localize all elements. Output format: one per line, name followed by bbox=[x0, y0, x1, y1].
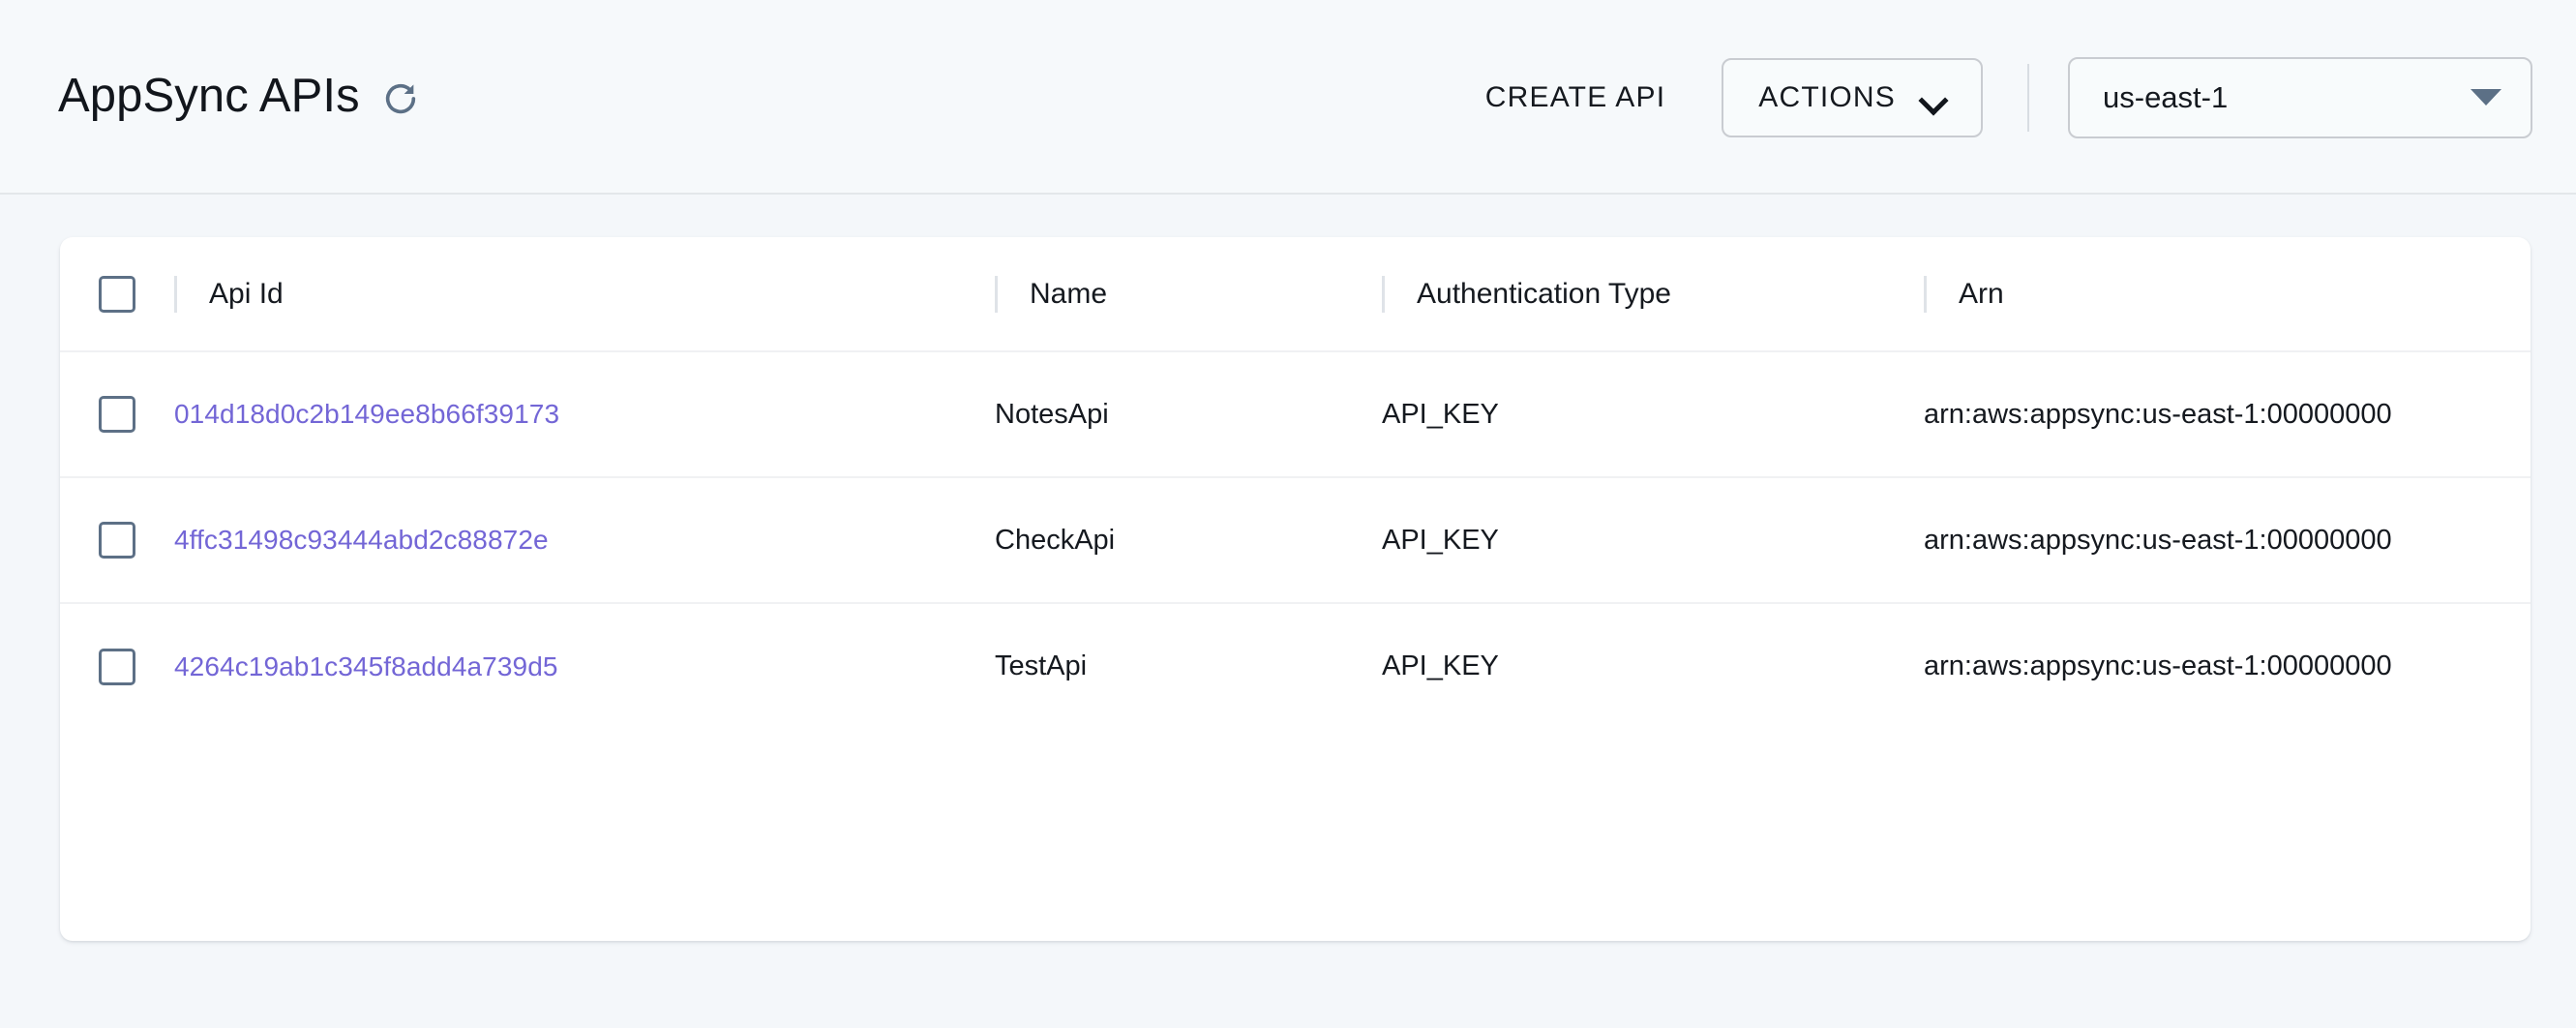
column-separator bbox=[995, 275, 998, 313]
cell-api-id: 4264c19ab1c345f8add4a739d5 bbox=[174, 602, 995, 729]
cell-authentication-type: API_KEY bbox=[1382, 351, 1924, 477]
cell-api-id: 014d18d0c2b149ee8b66f39173 bbox=[174, 351, 995, 477]
region-select[interactable]: us-east-1 bbox=[2068, 56, 2532, 138]
page-title: AppSync APIs bbox=[58, 70, 360, 122]
api-name-text: CheckApi bbox=[995, 524, 1116, 556]
apis-table: Api Id Name Authentica bbox=[60, 237, 2531, 729]
table-row: 4264c19ab1c345f8add4a739d5 TestApi API_K… bbox=[60, 602, 2531, 729]
column-separator bbox=[1382, 275, 1385, 313]
auth-type-text: API_KEY bbox=[1382, 524, 1499, 556]
row-checkbox[interactable] bbox=[99, 522, 135, 559]
column-header-label: Arn bbox=[1959, 277, 2004, 310]
row-select-cell bbox=[60, 476, 174, 603]
column-header-arn[interactable]: Arn bbox=[1924, 237, 2531, 352]
row-checkbox[interactable] bbox=[99, 396, 135, 433]
region-select-value: us-east-1 bbox=[2103, 79, 2229, 114]
column-separator bbox=[1924, 275, 1927, 313]
chevron-down-icon bbox=[1921, 90, 1946, 105]
auth-type-text: API_KEY bbox=[1382, 398, 1499, 430]
table-body: 014d18d0c2b149ee8b66f39173 NotesApi API_… bbox=[60, 351, 2531, 729]
cell-name: CheckApi bbox=[995, 476, 1382, 603]
api-id-link[interactable]: 4264c19ab1c345f8add4a739d5 bbox=[174, 650, 558, 681]
cell-arn: arn:aws:appsync:us-east-1:00000000 bbox=[1924, 476, 2531, 603]
column-header-label: Name bbox=[1030, 277, 1108, 310]
cell-authentication-type: API_KEY bbox=[1382, 602, 1924, 729]
cell-name: NotesApi bbox=[995, 351, 1382, 477]
row-select-cell bbox=[60, 602, 174, 729]
select-all-checkbox[interactable] bbox=[99, 275, 135, 313]
column-separator bbox=[174, 275, 177, 313]
row-select-cell bbox=[60, 351, 174, 477]
create-api-button[interactable]: CREATE API bbox=[1480, 70, 1672, 126]
api-id-link[interactable]: 014d18d0c2b149ee8b66f39173 bbox=[174, 399, 560, 429]
cell-arn: arn:aws:appsync:us-east-1:00000000 bbox=[1924, 398, 2392, 430]
api-name-text: NotesApi bbox=[995, 398, 1109, 430]
cell-name: TestApi bbox=[995, 602, 1382, 729]
table-row: 014d18d0c2b149ee8b66f39173 NotesApi API_… bbox=[60, 351, 2531, 477]
table-row: 4ffc31498c93444abd2c88872e CheckApi API_… bbox=[60, 476, 2531, 603]
cell-authentication-type: API_KEY bbox=[1382, 476, 1924, 603]
api-name-text: TestApi bbox=[995, 650, 1088, 681]
refresh-icon[interactable] bbox=[381, 79, 420, 118]
actions-button-label: ACTIONS bbox=[1758, 80, 1896, 113]
page-header: AppSync APIs CREATE API ACTIONS us-east-… bbox=[0, 0, 2576, 195]
column-header-label: Authentication Type bbox=[1417, 277, 1671, 310]
column-header-name[interactable]: Name bbox=[995, 237, 1382, 352]
actions-button[interactable]: ACTIONS bbox=[1722, 57, 1983, 137]
cell-api-id: 4ffc31498c93444abd2c88872e bbox=[174, 476, 995, 603]
auth-type-text: API_KEY bbox=[1382, 650, 1499, 681]
header-divider bbox=[2027, 63, 2029, 132]
header-actions: CREATE API ACTIONS us-east-1 bbox=[1480, 0, 2576, 195]
api-id-link[interactable]: 4ffc31498c93444abd2c88872e bbox=[174, 525, 549, 555]
select-all-cell bbox=[60, 237, 174, 352]
table-header: Api Id Name Authentica bbox=[60, 237, 2531, 352]
table-scroll-area: Api Id Name Authentica bbox=[60, 237, 2531, 729]
row-checkbox[interactable] bbox=[99, 648, 135, 685]
title-group: AppSync APIs bbox=[58, 73, 420, 120]
cell-arn: arn:aws:appsync:us-east-1:00000000 bbox=[1924, 602, 2531, 729]
column-header-label: Api Id bbox=[209, 277, 284, 310]
table-header-row: Api Id Name Authentica bbox=[60, 237, 2531, 352]
column-header-authentication-type[interactable]: Authentication Type bbox=[1382, 237, 1924, 352]
apis-table-card: Api Id Name Authentica bbox=[60, 237, 2531, 941]
caret-down-icon bbox=[2471, 89, 2501, 106]
column-header-api-id[interactable]: Api Id bbox=[174, 237, 995, 352]
